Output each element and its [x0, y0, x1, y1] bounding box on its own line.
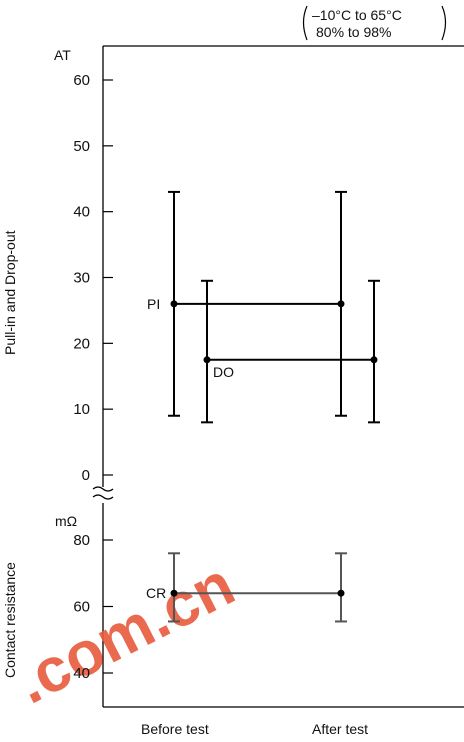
watermark-text: .com.cn — [5, 550, 245, 718]
y-axis-title-contact-resistance: Contact resistance — [2, 562, 18, 678]
series-group: PI DO CR — [146, 190, 380, 623]
y-tick-label: 60 — [73, 72, 90, 89]
x-label-after-test: After test — [312, 721, 368, 737]
y-tick-label: 10 — [73, 401, 90, 418]
data-point-do — [370, 356, 378, 364]
y-tick-label: 20 — [73, 335, 90, 352]
series-label-cr: CR — [146, 585, 166, 601]
plot-frame — [92, 45, 464, 708]
y-tick-label: 0 — [82, 467, 90, 484]
series-label-pi: PI — [147, 296, 160, 312]
data-point-pi — [337, 300, 345, 308]
unit-label-mohm: mΩ — [55, 513, 77, 529]
y-tick-label: 80 — [73, 532, 90, 549]
tick-group: 0 10 20 30 40 50 60 40 60 80 — [73, 72, 113, 682]
condition-temperature: –10°C to 65°C — [312, 7, 402, 23]
data-point-do — [203, 356, 211, 364]
right-paren — [441, 5, 447, 41]
data-point-cr — [337, 589, 345, 597]
y-tick-label: 40 — [73, 665, 90, 682]
y-tick-label: 40 — [73, 204, 90, 221]
x-label-before-test: Before test — [141, 721, 209, 737]
left-paren — [302, 5, 308, 41]
y-tick-label: 30 — [73, 270, 90, 287]
condition-humidity: 80% to 98% — [316, 24, 392, 40]
test-conditions: –10°C to 65°C 80% to 98% — [302, 5, 447, 41]
series-label-do: DO — [213, 364, 234, 380]
y-tick-label: 50 — [73, 138, 90, 155]
data-point-cr — [170, 589, 178, 597]
y-axis-title-pull-in: Pull-in and Drop-out — [2, 230, 18, 355]
unit-label-at: AT — [54, 47, 71, 63]
watermark: .com.cn — [5, 550, 245, 718]
data-point-pi — [170, 300, 178, 308]
y-tick-label: 60 — [73, 599, 90, 616]
axis-break-mark — [92, 486, 114, 500]
